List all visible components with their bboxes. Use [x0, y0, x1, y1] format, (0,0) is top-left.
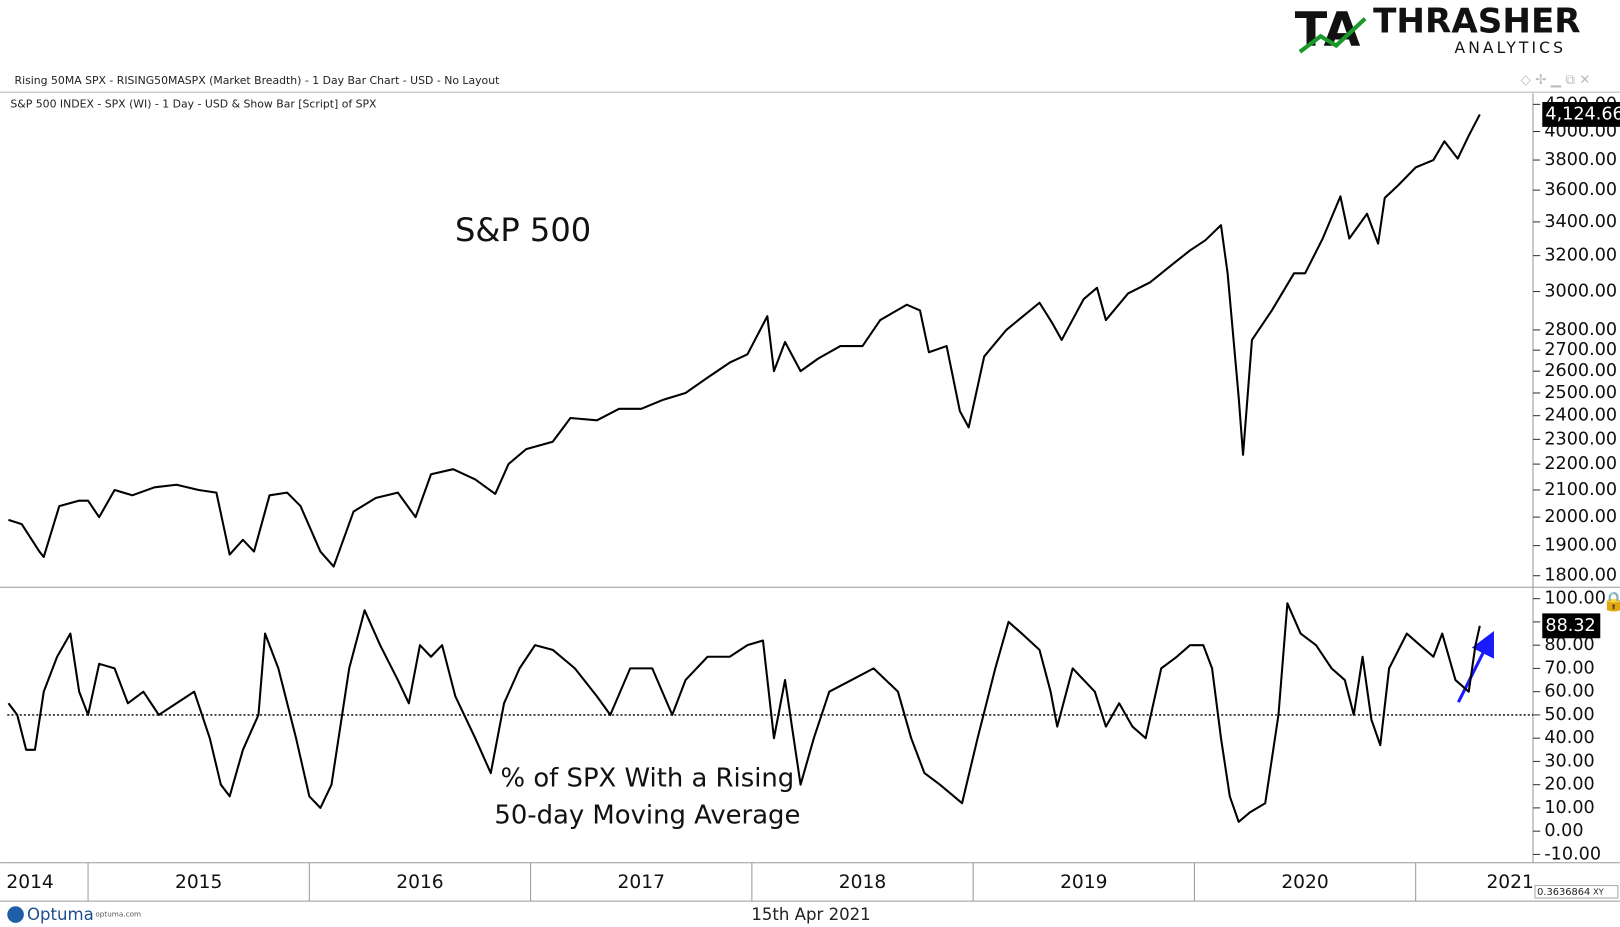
y-tick-label: -10.00 [1544, 844, 1601, 864]
header-title: Rising 50MA SPX - RISING50MASPX (Market … [15, 74, 500, 87]
y-tick-label: 2600.00 [1544, 361, 1617, 381]
y-tick-label: 20.00 [1544, 775, 1594, 795]
x-tick-label: 2018 [839, 872, 886, 893]
zoom-value: 0.3636864 [1537, 887, 1590, 898]
x-tick-label: 2021 [1486, 872, 1533, 893]
x-tick-label: 2019 [1060, 872, 1107, 893]
last-value-box [1542, 613, 1601, 639]
annotation: S&P 500 [455, 211, 591, 249]
annotation: 50-day Moving Average [494, 801, 800, 831]
zoom-mode: XY [1593, 886, 1605, 896]
toolbar-icons[interactable]: ◇ ✢ ▁ ⧉ ✕ [1521, 73, 1591, 88]
panel-subtitle: S&P 500 INDEX - SPX (WI) - 1 Day - USD &… [10, 98, 377, 111]
y-tick-label: 50.00 [1544, 705, 1594, 725]
last-value-label: 4,124.66 [1545, 104, 1620, 124]
y-tick-label: 2000.00 [1544, 507, 1617, 527]
y-tick-label: 100.00 [1544, 589, 1606, 609]
y-tick-label: 3000.00 [1544, 282, 1617, 302]
y-tick-label: 2700.00 [1544, 340, 1617, 360]
logo: TA THRASHER ANALYTICS [1295, 1, 1581, 58]
logo-tagline: ANALYTICS [1454, 39, 1566, 57]
y-tick-label: 3800.00 [1544, 150, 1617, 170]
trend-arrow [1456, 631, 1494, 703]
y-tick-label: 40.00 [1544, 728, 1594, 748]
y-tick-label: 3400.00 [1544, 212, 1617, 232]
x-tick-label: 2017 [618, 872, 665, 893]
zoom-box[interactable] [1534, 885, 1619, 899]
logo-name: THRASHER [1373, 1, 1580, 41]
lock-icon[interactable]: 🔒 [1602, 591, 1620, 612]
y-tick-label: 30.00 [1544, 751, 1594, 771]
x-tick-label: 2016 [396, 872, 443, 893]
y-tick-label: 0.00 [1544, 821, 1583, 841]
series-line [7, 602, 1481, 823]
y-tick-label: 80.00 [1544, 635, 1594, 655]
y-tick-label: 2500.00 [1544, 383, 1617, 403]
y-tick-label: 70.00 [1544, 658, 1594, 678]
y-tick-label: 60.00 [1544, 682, 1594, 702]
y-tick-label: 1800.00 [1544, 566, 1617, 586]
footer-site: optuma.com [95, 910, 141, 919]
footer-brand: Optuma [27, 905, 94, 924]
last-value-box [1542, 102, 1620, 127]
x-tick-label: 2014 [6, 872, 53, 893]
y-tick-label: 2100.00 [1544, 480, 1617, 500]
y-tick-label: 2300.00 [1544, 429, 1617, 449]
x-tick-label: 2020 [1281, 872, 1328, 893]
x-tick-label: 2015 [175, 872, 222, 893]
footer-date: 15th Apr 2021 [751, 905, 870, 924]
y-tick-label: 2200.00 [1544, 454, 1617, 474]
annotation: % of SPX With a Rising [501, 763, 795, 793]
y-tick-label: 3600.00 [1544, 180, 1617, 200]
logo-arrow [1298, 17, 1367, 54]
y-tick-label: 10.00 [1544, 798, 1594, 818]
optuma-icon [7, 906, 24, 923]
y-tick-label: 3200.00 [1544, 246, 1617, 266]
last-value-label: 88.32 [1545, 616, 1595, 636]
series-line [8, 113, 1481, 568]
y-tick-label: 2400.00 [1544, 406, 1617, 426]
y-tick-label: 1900.00 [1544, 536, 1617, 556]
y-tick-label: 2800.00 [1544, 320, 1617, 340]
